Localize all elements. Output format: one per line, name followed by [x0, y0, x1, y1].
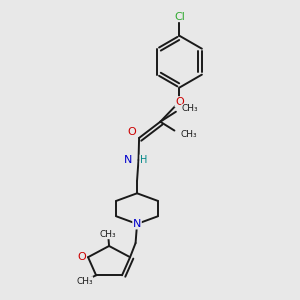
- Text: H: H: [140, 155, 147, 165]
- Text: N: N: [133, 219, 141, 229]
- Text: CH₃: CH₃: [100, 230, 116, 239]
- Text: CH₃: CH₃: [182, 104, 198, 113]
- Text: CH₃: CH₃: [76, 277, 93, 286]
- Text: Cl: Cl: [174, 12, 185, 22]
- Text: O: O: [175, 97, 184, 107]
- Text: O: O: [77, 252, 86, 262]
- Text: O: O: [128, 127, 136, 137]
- Text: N: N: [124, 155, 132, 165]
- Text: CH₃: CH₃: [180, 130, 197, 139]
